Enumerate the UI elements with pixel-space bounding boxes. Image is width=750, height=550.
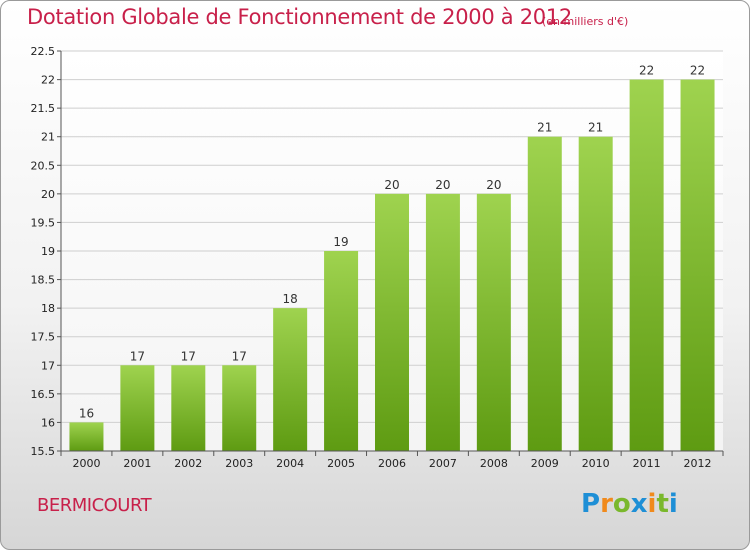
x-tick-label: 2007 <box>429 457 457 470</box>
bar-value-label: 21 <box>537 121 552 135</box>
y-tick-label: 19 <box>41 245 55 258</box>
y-tick-label: 21 <box>41 131 55 144</box>
x-axis-ticks: 2000 2001 2002 2003 2004 2005 2006 2007 2008 2009… <box>60 451 724 470</box>
proxiti-logo: Proxiti <box>581 489 678 519</box>
y-tick-label: 17 <box>41 359 55 372</box>
bar-value-label: 21 <box>588 121 603 135</box>
y-tick-label: 17.5 <box>31 331 56 344</box>
bar-2002 <box>171 365 206 451</box>
bar-2004 <box>273 308 308 451</box>
y-tick-label: 22.5 <box>31 45 56 58</box>
bar-value-label: 19 <box>333 235 348 249</box>
y-tick-label: 18.5 <box>31 274 56 287</box>
x-tick-label: 2001 <box>123 457 151 470</box>
bar-2009 <box>527 136 562 451</box>
x-tick-label: 2011 <box>633 457 661 470</box>
bar-value-label: 20 <box>435 178 450 192</box>
logo-letter: i <box>647 489 657 519</box>
y-tick-label: 22 <box>41 74 55 87</box>
bar-2008 <box>476 193 511 451</box>
bar-value-label: 16 <box>79 406 94 420</box>
logo-letter: x <box>630 489 648 519</box>
bar-2006 <box>375 193 409 451</box>
y-tick-label: 15.5 <box>31 445 56 458</box>
bar-value-label: 20 <box>486 178 501 192</box>
x-tick-label: 2010 <box>582 457 610 470</box>
x-tick-label: 2009 <box>531 457 559 470</box>
y-axis-ticks: 15.5 16 16.5 17 17.5 18 18.5 19 19.5 20 20.5 21 21.5… <box>31 45 61 458</box>
y-tick-label: 19.5 <box>31 216 56 229</box>
logo-letter: i <box>668 489 678 519</box>
x-tick-label: 2002 <box>174 457 202 470</box>
x-tick-label: 2000 <box>72 457 100 470</box>
bar-value-label: 17 <box>130 349 145 363</box>
y-tick-label: 16.5 <box>31 388 56 401</box>
bar-value-label: 18 <box>283 292 298 306</box>
bar-value-label: 17 <box>232 349 247 363</box>
bar-value-label: 22 <box>639 64 654 78</box>
x-tick-label: 2003 <box>225 457 253 470</box>
y-tick-label: 20.5 <box>31 159 56 172</box>
x-tick-label: 2012 <box>684 457 712 470</box>
bar-2003 <box>222 365 257 451</box>
logo-letter: r <box>600 489 613 519</box>
bar-value-label: 17 <box>181 349 196 363</box>
y-tick-label: 16 <box>41 416 55 429</box>
bar-2011 <box>629 79 664 452</box>
x-tick-label: 2008 <box>480 457 508 470</box>
bar-2005 <box>324 251 359 451</box>
y-tick-label: 18 <box>41 302 55 315</box>
y-tick-label: 21.5 <box>31 102 56 115</box>
logo-letter: P <box>581 489 601 519</box>
bar-2010 <box>578 136 613 451</box>
chart-title: Dotation Globale de Fonctionnement de 20… <box>27 5 572 29</box>
bar-2001 <box>120 365 155 451</box>
bars: 16 17 17 17 18 19 20 20 20 21 21 22 22 <box>69 64 715 452</box>
logo-letter: t <box>656 489 669 519</box>
commune-name: BERMICOURT <box>37 495 152 516</box>
x-tick-label: 2006 <box>378 457 406 470</box>
y-tick-label: 20 <box>41 188 55 201</box>
x-tick-label: 2005 <box>327 457 355 470</box>
bar-value-label: 20 <box>384 178 399 192</box>
chart-unit-subtitle: (en milliers d'€) <box>542 15 629 28</box>
bar-2012 <box>680 79 715 452</box>
logo-letter: o <box>612 489 631 519</box>
x-tick-label: 2004 <box>276 457 304 470</box>
bar-2007 <box>425 193 460 451</box>
bar-2000 <box>69 422 104 451</box>
bar-value-label: 22 <box>690 64 705 78</box>
